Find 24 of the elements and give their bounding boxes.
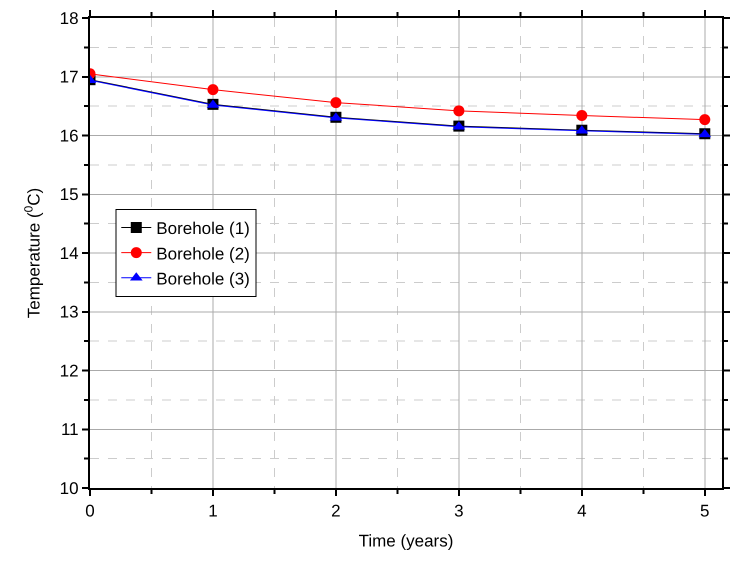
- x-tick-label: 3: [454, 501, 464, 520]
- y-tick-label: 13: [60, 302, 79, 322]
- x-axis-title: Time (years): [358, 531, 454, 550]
- y-tick-label: 15: [60, 185, 79, 204]
- y-tick-label: 12: [60, 361, 79, 380]
- point: [699, 114, 710, 126]
- x-tick-label: 0: [85, 501, 95, 520]
- y-tick-label: 10: [60, 478, 79, 498]
- point: [576, 110, 588, 122]
- y-tick-label: 18: [60, 8, 79, 28]
- legend-label: Borehole (2): [156, 244, 250, 264]
- y-tick-label: 17: [60, 68, 79, 87]
- x-tick-label: 2: [331, 501, 341, 520]
- legend-label: Borehole (3): [156, 269, 250, 288]
- y-tick-label: 14: [60, 244, 79, 263]
- point: [453, 105, 464, 116]
- x-tick-label: 1: [208, 501, 218, 520]
- x-tick-label: 5: [700, 501, 710, 520]
- y-tick-label: 11: [60, 420, 79, 440]
- y-tick-label: 16: [60, 126, 79, 146]
- x-tick-label: 4: [577, 501, 587, 520]
- point: [207, 84, 218, 96]
- legend-label: Borehole (1): [156, 219, 250, 238]
- point: [330, 97, 342, 108]
